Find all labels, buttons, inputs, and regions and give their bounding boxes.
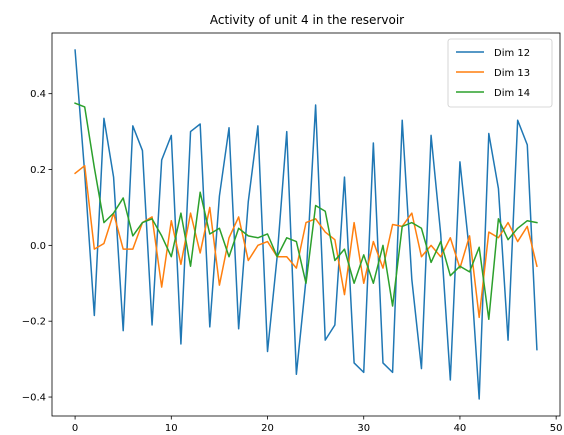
- y-tick-label: −0.4: [22, 393, 46, 404]
- legend-label-dim-12: Dim 12: [494, 48, 530, 59]
- chart-title: Activity of unit 4 in the reservoir: [210, 13, 404, 27]
- legend-label-dim-14: Dim 14: [494, 88, 530, 99]
- y-tick-label: 0.4: [30, 89, 46, 100]
- y-tick-label: 0.2: [30, 165, 46, 176]
- legend-label-dim-13: Dim 13: [494, 68, 530, 79]
- x-tick-label: 30: [357, 423, 370, 434]
- y-tick-label: 0.0: [30, 241, 46, 252]
- axes-frame: [51, 32, 561, 417]
- plot-area: 0 10 20 30 40 50 −0.4 −0.2 0.0 0.2 0.4 Dim 12 Dim 13…: [22, 32, 563, 434]
- series-line-dim-13: [74, 164, 538, 319]
- x-tick-label: 10: [165, 423, 178, 434]
- x-tick-label: 20: [261, 423, 274, 434]
- y-tick-label: −0.2: [22, 317, 46, 328]
- x-tick-label: 50: [550, 423, 563, 434]
- legend-box: [447, 38, 553, 108]
- x-tick-label: 40: [454, 423, 467, 434]
- series-line-dim-14: [74, 102, 538, 321]
- x-tick-label: 0: [72, 423, 78, 434]
